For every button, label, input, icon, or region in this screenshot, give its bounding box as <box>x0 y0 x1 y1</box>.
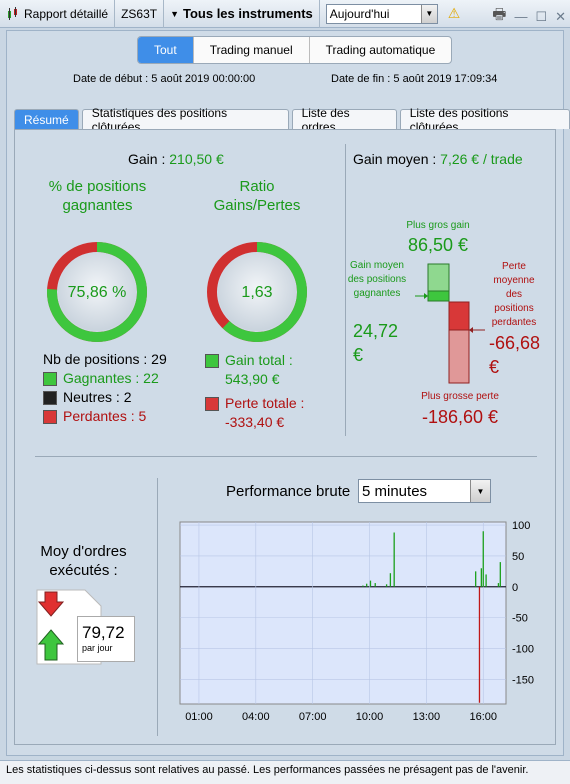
start-date: Date de début : 5 août 2019 00:00:00 <box>73 73 256 85</box>
maximize-icon[interactable]: ☐ <box>535 8 548 24</box>
account-selector[interactable]: ZS63T <box>115 0 165 28</box>
x-tick-label: 07:00 <box>299 711 327 723</box>
tab-summary[interactable]: Résumé <box>14 109 79 129</box>
plot-area <box>179 521 507 705</box>
y-tick-label: -150 <box>512 674 534 686</box>
avg-gain-value: 24,72 € <box>353 321 399 365</box>
orders-value: 79,72 <box>82 623 125 642</box>
avg-loss-label: Perte moyenne des positions perdantes <box>491 261 537 328</box>
filter-auto-button[interactable]: Trading automatique <box>325 43 436 57</box>
biggest-gain-value: 86,50 € <box>407 235 469 255</box>
losers-row: Perdantes : 5 <box>43 408 146 425</box>
biggest-loss-value: -186,60 € <box>421 407 499 427</box>
avg-gain-header: Gain moyen : 7,26 € / trade <box>353 151 523 167</box>
chevron-down-icon: ▼ <box>470 480 490 502</box>
x-tick-label: 04:00 <box>242 711 270 723</box>
biggest-loss-label: Plus grosse perte <box>421 391 499 402</box>
total-gain: Gain total : 543,90 € <box>205 351 293 389</box>
y-tick-label: -100 <box>512 643 534 655</box>
report-title: Rapport détaillé <box>0 0 116 28</box>
win-rate-donut <box>47 242 147 342</box>
summary-content: Gain : 210,50 € % de positions gagnantes… <box>14 129 556 745</box>
x-tick-label: 16:00 <box>469 711 497 723</box>
tab-closed-stats[interactable]: Statistiques des positions clôturées <box>81 106 289 134</box>
ratio-value: 1,63 <box>241 284 273 301</box>
orders-unit: par jour <box>82 643 113 653</box>
win-rate-title: % de positions gagnantes <box>48 178 147 214</box>
biggest-gain-label: Plus gros gain <box>406 220 470 231</box>
y-tick-label: 50 <box>512 551 524 563</box>
ratio-donut <box>207 242 307 342</box>
green-legend-icon <box>205 354 219 369</box>
print-icon[interactable]: 🖶 <box>492 6 507 23</box>
orders-title: Moy d'ordres exécutés : <box>40 543 127 579</box>
tab-orders[interactable]: Liste des ordres <box>291 106 397 134</box>
positions-count: Nb de positions : 29 <box>43 351 167 367</box>
win-rate-value: 75,86 % <box>67 284 127 301</box>
performance-title: Performance brute <box>226 483 351 500</box>
title-bar: Rapport détaillé ZS63T ▼ Tous les instru… <box>0 0 570 28</box>
minimize-icon[interactable]: — <box>514 9 528 24</box>
interval-select[interactable]: 5 minutes ▼ <box>358 479 491 503</box>
red-legend-icon <box>43 410 57 425</box>
x-tick-label: 13:00 <box>413 711 441 723</box>
x-tick-label: 01:00 <box>185 711 213 723</box>
close-icon[interactable]: ✕ <box>555 8 566 24</box>
y-tick-label: -50 <box>512 613 528 625</box>
avg-loss-value: -66,68 € <box>489 333 541 377</box>
end-date: Date de fin : 5 août 2019 17:09:34 <box>331 73 498 85</box>
filter-manual-button[interactable]: Trading manuel <box>194 37 310 63</box>
report-tabs: Résumé Statistiques des positions clôtur… <box>14 106 570 134</box>
filter-all-button[interactable]: Tout <box>138 37 194 63</box>
trading-type-filter: Tout Trading manuel Trading automatique <box>137 36 453 64</box>
chevron-down-icon: ▼ <box>420 4 437 23</box>
ratio-title: Ratio Gains/Pertes <box>213 178 301 214</box>
avg-gain-label: Gain moyen des positions gagnantes <box>347 260 407 299</box>
y-tick-label: 0 <box>512 582 518 594</box>
vertical-divider <box>345 144 346 436</box>
vertical-divider-2 <box>157 478 158 736</box>
winners-row: Gagnantes : 22 <box>43 370 159 387</box>
performance-chart: 100 50 0 -50 -100 -150 01:00 04:00 07:00 10:00 13:… <box>179 520 534 723</box>
orders-value-card: 79,72 par jour <box>77 616 135 662</box>
candlestick-chart-icon <box>8 6 17 20</box>
total-loss: Perte totale : -333,40 € <box>205 394 304 432</box>
y-tick-label: 100 <box>512 520 530 532</box>
dropdown-arrow-icon: ▼ <box>170 8 179 19</box>
disclaimer: Les statistiques ci-dessus sont relative… <box>0 760 570 784</box>
gain-header: Gain : 210,50 € <box>128 151 224 167</box>
gain-loss-bars <box>415 263 485 384</box>
period-select[interactable]: Aujourd'hui ▼ <box>325 3 438 24</box>
black-legend-icon <box>43 391 57 406</box>
green-legend-icon <box>43 372 57 387</box>
tab-closed-positions[interactable]: Liste des positions clôturées <box>399 106 570 134</box>
horizontal-divider <box>35 456 537 457</box>
warning-icon[interactable]: ⚠ <box>447 5 461 21</box>
instrument-selector[interactable]: ▼ Tous les instruments <box>164 0 320 28</box>
neutral-row: Neutres : 2 <box>43 389 131 406</box>
x-tick-label: 10:00 <box>356 711 384 723</box>
red-legend-icon <box>205 397 219 412</box>
